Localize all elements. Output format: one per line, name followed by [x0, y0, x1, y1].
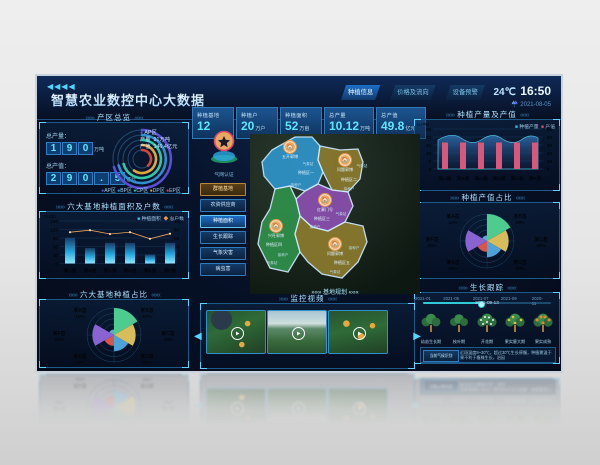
- svg-text:0: 0: [547, 167, 550, 172]
- svg-text:50%: 50%: [142, 314, 151, 319]
- svg-text:10: 10: [547, 159, 553, 164]
- svg-text:气象站: 气象站: [336, 211, 347, 216]
- svg-text:10%: 10%: [448, 220, 457, 225]
- svg-text:20%: 20%: [448, 266, 457, 271]
- svg-text:5: 5: [428, 159, 431, 164]
- svg-text:种植区一: 种植区一: [298, 169, 314, 175]
- svg-text:某F基: 某F基: [164, 267, 177, 274]
- svg-text:20%: 20%: [75, 377, 84, 382]
- svg-text:气象站: 气象站: [303, 161, 314, 166]
- svg-text:10: 10: [426, 151, 432, 156]
- svg-text:🏠: 🏠: [287, 144, 294, 151]
- svg-text:80: 80: [174, 228, 180, 233]
- svg-text:问题郭博: 问题郭博: [337, 166, 353, 172]
- svg-text:某B基: 某B基: [513, 213, 526, 220]
- svg-text:25: 25: [426, 127, 432, 132]
- svg-text:🏠: 🏠: [273, 223, 280, 230]
- svg-text:90: 90: [53, 236, 59, 241]
- svg-text:红寨门号: 红寨门号: [317, 206, 333, 212]
- svg-text:某B基: 某B基: [84, 267, 97, 274]
- svg-text:种植区三: 种植区三: [314, 215, 330, 221]
- svg-text:种植区五: 种植区五: [334, 259, 350, 265]
- svg-text:某D基: 某D基: [123, 267, 136, 274]
- svg-text:接种户: 接种户: [344, 186, 355, 191]
- svg-text:气象站: 气象站: [330, 269, 341, 274]
- svg-text:接种户: 接种户: [310, 224, 321, 229]
- svg-text:接种户: 接种户: [349, 245, 360, 250]
- svg-text:某D基: 某D基: [140, 353, 154, 360]
- svg-text:种植区四: 种植区四: [266, 241, 282, 247]
- svg-text:10%: 10%: [75, 423, 84, 426]
- svg-text:某C基: 某C基: [161, 405, 175, 412]
- svg-text:某A基: 某A基: [73, 307, 86, 314]
- svg-text:种植区二: 种植区二: [341, 176, 357, 182]
- svg-text:60: 60: [53, 245, 59, 250]
- svg-text:某A基: 某A基: [64, 267, 77, 274]
- svg-text:某A基: 某A基: [439, 175, 452, 182]
- svg-text:20%: 20%: [75, 360, 84, 365]
- svg-text:某E基: 某E基: [446, 259, 459, 266]
- svg-text:某B基: 某B基: [140, 307, 153, 314]
- svg-text:🏠: 🏠: [332, 241, 339, 248]
- svg-text:50: 50: [547, 127, 553, 132]
- svg-text:40%: 40%: [54, 337, 63, 342]
- svg-text:某E基: 某E基: [511, 175, 524, 182]
- svg-text:某E基: 某E基: [73, 382, 86, 389]
- svg-text:0: 0: [55, 262, 58, 267]
- svg-text:40%: 40%: [54, 400, 63, 405]
- svg-text:120: 120: [50, 228, 58, 233]
- svg-text:20: 20: [547, 151, 553, 156]
- svg-text:40%: 40%: [163, 400, 172, 405]
- svg-text:🏠: 🏠: [342, 157, 349, 164]
- svg-text:150: 150: [50, 219, 58, 224]
- svg-text:某C基: 某C基: [474, 175, 487, 182]
- svg-text:40%: 40%: [536, 243, 545, 248]
- svg-text:0: 0: [428, 167, 431, 172]
- svg-text:某D基: 某D基: [492, 175, 505, 182]
- svg-text:某F基: 某F基: [52, 330, 65, 337]
- svg-text:气象站: 气象站: [267, 260, 278, 265]
- svg-text:接种户: 接种户: [291, 182, 302, 187]
- svg-text:某F基: 某F基: [425, 236, 438, 243]
- svg-text:兴旺郭博: 兴旺郭博: [268, 232, 284, 238]
- svg-text:100: 100: [174, 219, 182, 224]
- svg-text:某E基: 某E基: [144, 267, 157, 274]
- svg-text:30: 30: [547, 143, 553, 148]
- svg-text:气象站: 气象站: [357, 163, 368, 168]
- svg-text:40: 40: [547, 135, 553, 140]
- svg-text:某A基: 某A基: [446, 213, 459, 220]
- svg-text:10%: 10%: [75, 314, 84, 319]
- svg-text:50%: 50%: [142, 423, 151, 426]
- svg-text:接种户: 接种户: [278, 252, 289, 257]
- svg-text:五开郭博: 五开郭博: [282, 153, 298, 159]
- svg-text:某F基: 某F基: [529, 175, 542, 182]
- svg-text:某D基: 某D基: [140, 382, 154, 389]
- svg-text:60: 60: [174, 236, 180, 241]
- svg-text:30: 30: [53, 253, 59, 258]
- svg-text:某F基: 某F基: [52, 405, 65, 412]
- svg-text:某B基: 某B基: [457, 175, 470, 182]
- svg-text:40%: 40%: [163, 337, 172, 342]
- svg-text:30%: 30%: [142, 377, 151, 382]
- svg-text:某C基: 某C基: [103, 267, 116, 274]
- svg-text:40%: 40%: [427, 243, 436, 248]
- svg-text:30%: 30%: [142, 360, 151, 365]
- svg-text:某E基: 某E基: [73, 353, 86, 360]
- svg-text:50%: 50%: [515, 220, 524, 225]
- svg-text:15: 15: [426, 143, 432, 148]
- svg-text:某D基: 某D基: [513, 259, 527, 266]
- svg-text:🏠: 🏠: [322, 197, 329, 204]
- svg-text:某C基: 某C基: [534, 236, 548, 243]
- svg-text:问题郭博: 问题郭博: [327, 250, 343, 256]
- svg-text:20: 20: [426, 135, 432, 140]
- svg-text:某C基: 某C基: [161, 330, 175, 337]
- svg-text:30%: 30%: [515, 266, 524, 271]
